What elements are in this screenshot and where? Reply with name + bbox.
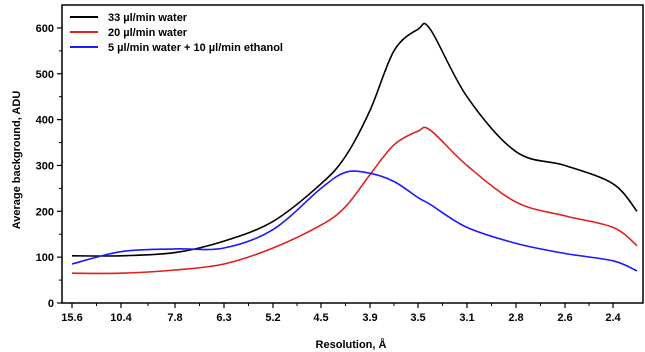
- x-axis-title: Resolution, Å: [316, 338, 387, 351]
- x-tick-label: 10.4: [110, 312, 132, 324]
- y-tick-label: 400: [36, 115, 54, 127]
- x-tick-label: 7.8: [167, 312, 182, 324]
- series-line-2: [71, 126, 638, 275]
- x-tick-label: 2.4: [605, 312, 621, 324]
- x-tick-label: 15.6: [61, 312, 82, 324]
- legend-label-3: 5 µl/min water + 10 µl/min ethanol: [108, 42, 283, 54]
- series-lines: [71, 22, 638, 275]
- legend: 33 µl/min water 20 µl/min water 5 µl/min w…: [70, 12, 283, 54]
- y-axis: 0 100 200 300 400 500 600: [36, 23, 62, 310]
- y-tick-label: 100: [36, 252, 54, 264]
- legend-label-2: 20 µl/min water: [108, 27, 188, 39]
- x-tick-label: 4.5: [313, 312, 328, 324]
- x-tick-label: 2.6: [557, 312, 572, 324]
- x-tick-label: 3.5: [410, 312, 425, 324]
- x-tick-label: 3.1: [459, 312, 474, 324]
- x-axis: 15.6 10.4 7.8 6.3 5.2 4.5 3.9 3.5 3.1 2.8 2.6 2.4: [61, 303, 622, 324]
- series-line-3: [71, 170, 638, 272]
- y-axis-title: Average background, ADU: [11, 91, 23, 230]
- x-tick-label: 6.3: [216, 312, 231, 324]
- x-tick-label: 3.9: [362, 312, 377, 324]
- plot-frame: [61, 4, 644, 304]
- plot-border: [61, 4, 644, 304]
- y-tick-label: 0: [48, 298, 54, 310]
- y-tick-label: 500: [36, 69, 54, 81]
- x-tick-label: 5.2: [265, 312, 280, 324]
- series-line-1: [71, 22, 638, 257]
- x-tick-label: 2.8: [508, 312, 523, 324]
- y-tick-label: 600: [36, 23, 54, 35]
- y-tick-label: 300: [36, 160, 54, 172]
- legend-label-1: 33 µl/min water: [108, 12, 188, 24]
- y-tick-label: 200: [36, 206, 54, 218]
